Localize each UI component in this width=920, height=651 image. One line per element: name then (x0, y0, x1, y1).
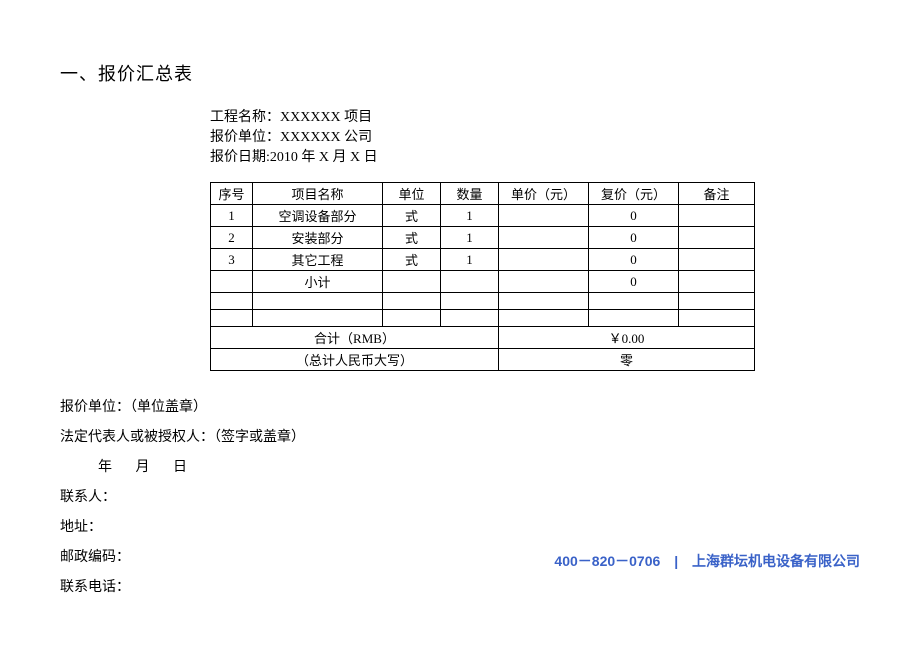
total-cn-row: （总计人民币大写） 零 (211, 349, 755, 371)
cell-tprc: 0 (589, 249, 679, 271)
sig-phone: 联系电话： (60, 573, 860, 603)
cell-uprc (499, 249, 589, 271)
meta-project: 工程名称：XXXXXX 项目 (210, 108, 860, 128)
sig-legal: 法定代表人或被授权人：（签字或盖章） (60, 423, 860, 453)
cell-note (679, 227, 755, 249)
meta-project-label: 工程名称： (210, 108, 280, 128)
sig-contact: 联系人： (60, 483, 860, 513)
cell-qty: 1 (441, 249, 499, 271)
subtotal-qty (441, 271, 499, 293)
cell-seq: 1 (211, 205, 253, 227)
table-row: 1 空调设备部分 式 1 0 (211, 205, 755, 227)
footer-separator: | (674, 553, 678, 569)
meta-block: 工程名称：XXXXXX 项目 报价单位：XXXXXX 公司 报价日期:2010 … (210, 108, 860, 168)
cell-name: 安装部分 (253, 227, 383, 249)
th-tprc: 复价（元） (589, 183, 679, 205)
meta-date-value: 2010 年 X 月 X 日 (270, 150, 378, 165)
cell-uprc (499, 227, 589, 249)
summary-table: 序号 项目名称 单位 数量 单价（元） 复价（元） 备注 1 空调设备部分 式 … (210, 182, 755, 371)
total-label: 合计（RMB） (211, 327, 499, 349)
cell-unit: 式 (383, 205, 441, 227)
table-row: 3 其它工程 式 1 0 (211, 249, 755, 271)
table-header-row: 序号 项目名称 单位 数量 单价（元） 复价（元） 备注 (211, 183, 755, 205)
meta-unit: 报价单位：XXXXXX 公司 (210, 128, 860, 148)
meta-project-value: XXXXXX 项目 (280, 110, 372, 125)
cell-seq: 3 (211, 249, 253, 271)
meta-date: 报价日期:2010 年 X 月 X 日 (210, 148, 860, 168)
page-title: 一、报价汇总表 (60, 60, 860, 86)
cell-unit: 式 (383, 227, 441, 249)
cell-uprc (499, 205, 589, 227)
subtotal-label: 小计 (253, 271, 383, 293)
th-seq: 序号 (211, 183, 253, 205)
subtotal-note (679, 271, 755, 293)
th-unit: 单位 (383, 183, 441, 205)
empty-row (211, 293, 755, 310)
signature-block: 报价单位：（单位盖章） 法定代表人或被授权人：（签字或盖章） 年 月 日 联系人… (60, 393, 860, 603)
empty-row (211, 310, 755, 327)
subtotal-seq (211, 271, 253, 293)
cell-qty: 1 (441, 205, 499, 227)
cell-qty: 1 (441, 227, 499, 249)
cell-note (679, 205, 755, 227)
cell-tprc: 0 (589, 205, 679, 227)
total-cn-value: 零 (499, 349, 755, 371)
th-note: 备注 (679, 183, 755, 205)
cell-name: 其它工程 (253, 249, 383, 271)
sig-address: 地址： (60, 513, 860, 543)
footer: 400－820－0706 | 上海群坛机电设备有限公司 (554, 551, 860, 571)
sig-unit: 报价单位：（单位盖章） (60, 393, 860, 423)
subtotal-unit (383, 271, 441, 293)
footer-company: 上海群坛机电设备有限公司 (692, 553, 860, 569)
th-uprc: 单价（元） (499, 183, 589, 205)
meta-date-label: 报价日期: (210, 148, 270, 168)
footer-phone: 400－820－0706 (554, 553, 660, 569)
total-row: 合计（RMB） ￥0.00 (211, 327, 755, 349)
cell-seq: 2 (211, 227, 253, 249)
table-row: 2 安装部分 式 1 0 (211, 227, 755, 249)
cell-note (679, 249, 755, 271)
meta-unit-value: XXXXXX 公司 (280, 130, 372, 145)
cell-name: 空调设备部分 (253, 205, 383, 227)
th-name: 项目名称 (253, 183, 383, 205)
subtotal-tprc: 0 (589, 271, 679, 293)
total-cn-label: （总计人民币大写） (211, 349, 499, 371)
sig-date: 年 月 日 (60, 453, 860, 483)
subtotal-uprc (499, 271, 589, 293)
cell-unit: 式 (383, 249, 441, 271)
subtotal-row: 小计 0 (211, 271, 755, 293)
total-value: ￥0.00 (499, 327, 755, 349)
cell-tprc: 0 (589, 227, 679, 249)
meta-unit-label: 报价单位： (210, 128, 280, 148)
th-qty: 数量 (441, 183, 499, 205)
